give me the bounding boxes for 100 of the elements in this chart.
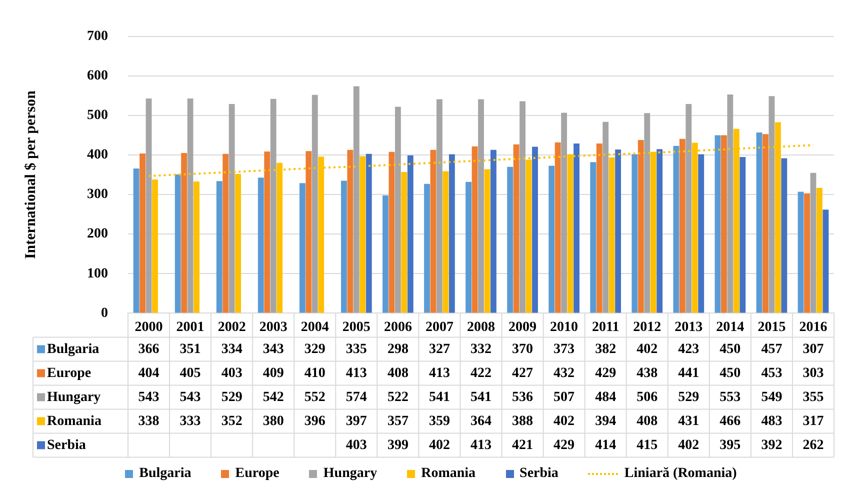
x-tick-label: 2000 — [134, 320, 163, 336]
bar — [388, 152, 395, 313]
data-label: 366 — [138, 342, 160, 357]
bar — [340, 180, 347, 313]
data-label: 408 — [387, 366, 408, 381]
data-label: 338 — [138, 414, 160, 429]
bar — [679, 138, 686, 313]
x-tick-label: 2006 — [384, 320, 412, 336]
legend-label: Liniară (Romania) — [624, 466, 737, 482]
y-tick-label: 200 — [87, 226, 108, 242]
data-label: 317 — [802, 414, 824, 429]
data-label: 329 — [304, 342, 326, 357]
data-label: 394 — [595, 414, 616, 429]
y-tick-label: 100 — [87, 266, 108, 282]
data-label: 529 — [678, 390, 700, 405]
data-label: 553 — [720, 390, 741, 405]
bar — [430, 150, 436, 313]
data-label: 402 — [678, 438, 700, 453]
x-tick-label: 2014 — [716, 320, 744, 336]
data-label: 483 — [761, 414, 782, 429]
x-tick-label: 2008 — [467, 320, 495, 336]
data-label: 307 — [802, 342, 824, 357]
bar — [656, 149, 663, 313]
bar — [442, 171, 449, 313]
bar — [596, 144, 602, 313]
text: Europe — [235, 466, 280, 481]
data-label: 438 — [636, 366, 658, 381]
y-tick-label: 600 — [87, 68, 108, 84]
data-label: 427 — [512, 366, 534, 381]
bar — [394, 106, 401, 313]
bar — [270, 98, 276, 313]
data-label: 335 — [346, 342, 367, 357]
x-tick-label: 2001 — [176, 320, 204, 336]
x-tick-label: 2016 — [799, 320, 828, 336]
data-label: 542 — [262, 390, 284, 405]
data-label: 351 — [180, 342, 201, 357]
bar — [299, 183, 306, 313]
bar — [822, 210, 829, 313]
data-label: 333 — [180, 414, 201, 429]
bar — [436, 99, 442, 313]
x-tick-label: 2010 — [550, 320, 578, 336]
bar — [686, 104, 692, 313]
data-label: 359 — [428, 414, 450, 429]
bar — [264, 151, 270, 313]
bar — [146, 98, 152, 313]
x-tick-label: 2013 — [674, 320, 703, 336]
bar — [478, 99, 484, 313]
data-label: 303 — [802, 366, 824, 381]
data-label: 298 — [387, 342, 408, 357]
data-label: 421 — [512, 438, 534, 453]
bar — [644, 113, 650, 313]
bar — [638, 140, 644, 313]
y-tick-label: 400 — [87, 148, 108, 163]
bar — [133, 168, 140, 313]
data-label: 457 — [761, 342, 782, 357]
data-label: 409 — [262, 366, 284, 381]
data-label: 402 — [636, 342, 658, 357]
data-label: 423 — [678, 342, 700, 357]
data-label: 343 — [262, 342, 284, 357]
text: Serbia — [47, 438, 86, 453]
data-label: 441 — [678, 366, 700, 381]
bar — [615, 149, 622, 313]
y-tick-label: 500 — [87, 108, 108, 124]
bar — [472, 146, 478, 313]
bar — [698, 154, 704, 313]
data-label: 395 — [720, 438, 741, 453]
bar — [181, 153, 188, 313]
bar — [466, 182, 472, 313]
bar — [347, 150, 354, 313]
bar — [768, 96, 775, 313]
x-tick-label: 2009 — [508, 320, 537, 336]
text: Hungary — [323, 466, 378, 481]
data-label: 392 — [761, 438, 782, 453]
bar — [152, 180, 158, 313]
bar — [407, 155, 414, 313]
data-label: 364 — [470, 414, 492, 429]
data-label: 370 — [512, 342, 534, 357]
data-label: 453 — [761, 366, 782, 381]
data-label: 332 — [470, 342, 492, 357]
bar — [602, 122, 609, 313]
bar — [740, 157, 746, 313]
x-tick-label: 2015 — [758, 320, 786, 336]
y-tick-label: 700 — [87, 29, 108, 44]
bar — [554, 142, 561, 313]
bar — [401, 172, 408, 313]
y-tick-label: 0 — [101, 306, 108, 321]
data-label: 507 — [554, 390, 575, 405]
data-label: 402 — [554, 414, 575, 429]
bar — [548, 166, 555, 313]
legend-label: Romania — [47, 414, 102, 429]
data-label: 574 — [346, 390, 367, 405]
bar — [194, 182, 200, 313]
data-label: 327 — [428, 342, 450, 357]
bar — [608, 157, 615, 313]
data-label: 355 — [802, 390, 824, 405]
data-label: 352 — [221, 414, 242, 429]
bar — [448, 154, 455, 313]
x-tick-label: 2004 — [300, 320, 329, 336]
bar — [727, 94, 734, 313]
data-label: 380 — [262, 414, 284, 429]
